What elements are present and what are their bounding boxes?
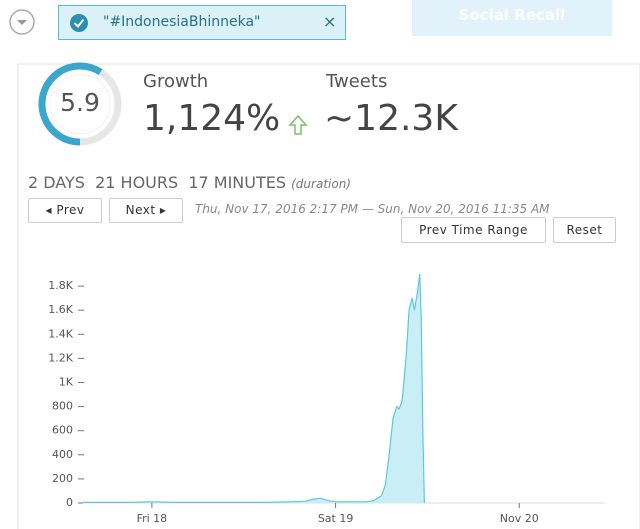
up-arrow xyxy=(288,114,308,135)
prev-button[interactable]: ◂ Prev xyxy=(28,198,102,223)
y-tick-label: 1.6K xyxy=(48,303,73,316)
y-tick-label: 1.2K xyxy=(48,351,73,364)
dropdown-toggle[interactable] xyxy=(8,8,38,38)
score: 5.9 xyxy=(60,88,100,117)
growth-value: 1,124% xyxy=(143,98,281,139)
y-tick-label: 1.8K xyxy=(48,279,73,292)
x-tick-label: Sat 19 xyxy=(318,512,354,525)
y-tick-label: 200 xyxy=(52,472,73,485)
y-tick-label: 1.4K xyxy=(48,327,73,340)
x-tick-label: Fri 18 xyxy=(137,512,168,525)
tag-remove[interactable]: × xyxy=(323,12,337,31)
tag-label: "#IndonesiaBhinneka" xyxy=(103,14,261,30)
y-tick-label: 400 xyxy=(52,448,73,461)
tag-chip: "#IndonesiaBhinneka" × xyxy=(58,5,346,40)
prev-time-range-button[interactable]: Prev Time Range xyxy=(401,217,546,243)
tweets-label: Tweets xyxy=(326,71,388,92)
next-button[interactable]: Next ▸ xyxy=(109,198,183,223)
y-tick-label: 800 xyxy=(52,400,73,413)
y-tick-label: 600 xyxy=(52,424,73,437)
y-tick-label: 0 xyxy=(66,496,73,509)
gauge-arc xyxy=(38,62,122,146)
duration-note: (duration) xyxy=(291,177,351,191)
growth-label: Growth xyxy=(143,71,209,92)
gauge-inner xyxy=(49,73,111,135)
reset-button[interactable]: Reset xyxy=(553,217,616,243)
x-tick-label: Nov 20 xyxy=(500,512,539,525)
tweets-value: ~12.3K xyxy=(324,98,458,139)
card xyxy=(17,63,640,529)
area xyxy=(83,274,425,503)
social-recall-button[interactable]: Social Recall xyxy=(412,0,612,36)
date-range: Thu, Nov 17, 2016 2:17 PM — Sun, Nov 20,… xyxy=(195,202,550,216)
check-icon xyxy=(70,14,88,32)
duration: 2 DAYS 21 HOURS 17 MINUTES (duration) xyxy=(28,173,351,192)
line xyxy=(83,273,425,504)
duration-text: 2 DAYS 21 HOURS 17 MINUTES xyxy=(28,173,287,192)
y-tick-label: 1K xyxy=(59,375,74,388)
